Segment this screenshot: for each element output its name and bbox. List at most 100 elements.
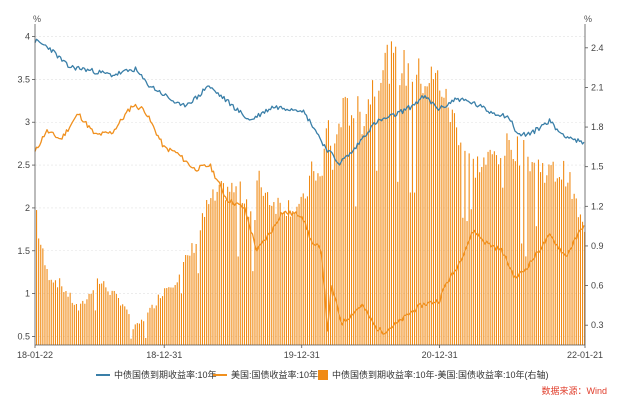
spread-bar-67 xyxy=(176,282,178,345)
spread-bar-105 xyxy=(256,180,258,345)
spread-bar-36 xyxy=(111,290,113,345)
spread-bar-229 xyxy=(516,136,518,345)
spread-bar-196 xyxy=(447,107,449,345)
spread-bar-147 xyxy=(344,96,346,345)
left-tick-label-2: 1.5 xyxy=(17,246,30,256)
spread-bar-53 xyxy=(147,312,149,345)
spread-bar-247 xyxy=(554,181,556,345)
spread-bar-211 xyxy=(479,172,481,345)
spread-bar-248 xyxy=(556,178,558,345)
spread-bar-194 xyxy=(443,97,445,346)
spread-bar-235 xyxy=(529,171,531,345)
spread-bar-230 xyxy=(519,165,521,345)
right-tick-label-0: 0.3 xyxy=(591,320,604,330)
right-tick-label-5: 1.8 xyxy=(591,122,604,132)
spread-bar-31 xyxy=(101,283,103,345)
spread-bar-113 xyxy=(273,202,275,345)
legend-swatch-us xyxy=(213,373,227,376)
spread-bar-205 xyxy=(466,221,468,345)
spread-bar-172 xyxy=(397,181,399,345)
legend: 中债国债到期收益率:10年 美国:国债收益率:10年 中债国债到期收益率:10年… xyxy=(0,368,623,382)
spread-bar-258 xyxy=(577,217,579,345)
spread-bar-173 xyxy=(399,85,401,345)
spread-bar-217 xyxy=(491,154,493,345)
spread-bar-242 xyxy=(544,182,546,345)
spread-bar-161 xyxy=(374,96,376,345)
spread-bar-19 xyxy=(75,304,77,345)
spread-bar-9 xyxy=(54,280,56,345)
spread-bar-140 xyxy=(330,145,332,345)
spread-bar-71 xyxy=(185,255,187,345)
spread-bar-252 xyxy=(565,186,567,345)
spread-bar-88 xyxy=(220,181,222,345)
spread-bar-253 xyxy=(567,182,569,345)
spread-bar-245 xyxy=(550,165,552,345)
spread-bar-202 xyxy=(460,142,462,345)
spread-bar-226 xyxy=(510,149,512,345)
spread-bar-34 xyxy=(107,291,109,345)
spread-bar-4 xyxy=(44,265,46,345)
spread-bar-8 xyxy=(52,282,54,345)
spread-bar-212 xyxy=(481,166,483,345)
spread-bar-124 xyxy=(296,206,298,345)
spread-bar-134 xyxy=(317,173,319,345)
spread-bar-91 xyxy=(227,186,229,345)
spread-bar-106 xyxy=(258,170,260,345)
spread-bar-244 xyxy=(548,164,550,345)
spread-bar-237 xyxy=(533,162,535,345)
spread-bar-24 xyxy=(86,299,88,345)
spread-bar-201 xyxy=(458,145,460,345)
spread-bar-20 xyxy=(78,310,80,345)
spread-bar-204 xyxy=(464,150,466,345)
spread-bar-144 xyxy=(338,123,340,346)
spread-bar-214 xyxy=(485,164,487,345)
spread-bar-60 xyxy=(162,296,164,345)
spread-bar-203 xyxy=(462,217,464,345)
spread-bar-64 xyxy=(170,287,172,345)
spread-bar-126 xyxy=(300,196,302,345)
spread-bar-1 xyxy=(38,238,40,345)
left-unit-label: % xyxy=(33,14,41,24)
legend-swatch-cn xyxy=(96,373,110,376)
spread-bar-92 xyxy=(229,191,231,345)
spread-bar-42 xyxy=(124,306,126,345)
spread-bar-162 xyxy=(376,170,378,345)
spread-bar-155 xyxy=(361,134,363,345)
spread-bar-189 xyxy=(432,79,434,346)
right-unit-label: % xyxy=(584,14,592,24)
spread-bar-152 xyxy=(355,206,357,345)
left-tick-label-1: 1 xyxy=(25,289,30,299)
spread-bar-110 xyxy=(267,192,269,345)
legend-item-spread: 中债国债到期收益率:10年-美国:国债收益率:10年(右轴) xyxy=(318,368,549,381)
spread-bar-158 xyxy=(367,99,369,345)
spread-bar-10 xyxy=(57,287,59,345)
spread-bar-254 xyxy=(569,172,571,345)
spread-bar-30 xyxy=(99,283,101,345)
spread-bar-109 xyxy=(264,192,266,345)
spread-bar-200 xyxy=(456,127,458,345)
spread-bar-207 xyxy=(470,209,472,345)
spread-bar-243 xyxy=(546,175,548,345)
spread-bar-182 xyxy=(418,58,420,345)
spread-bar-68 xyxy=(178,274,180,345)
spread-bar-228 xyxy=(514,161,516,345)
spread-bar-139 xyxy=(327,120,329,345)
spread-bar-240 xyxy=(540,172,542,345)
spread-bar-102 xyxy=(250,211,252,345)
spread-bar-104 xyxy=(254,220,256,345)
spread-bar-157 xyxy=(365,113,367,346)
spread-bar-156 xyxy=(363,126,365,345)
spread-bar-112 xyxy=(271,205,273,345)
spread-bar-180 xyxy=(414,192,416,345)
spread-bar-44 xyxy=(128,314,130,345)
spread-bar-148 xyxy=(346,98,348,345)
spread-bar-114 xyxy=(275,213,277,345)
spread-bar-21 xyxy=(80,303,82,345)
right-tick-label-6: 2.1 xyxy=(591,82,604,92)
spread-bar-185 xyxy=(424,86,426,346)
spread-bar-191 xyxy=(437,70,439,345)
spread-bar-236 xyxy=(531,162,533,345)
left-tick-label-0: 0.5 xyxy=(17,331,30,341)
spread-bar-175 xyxy=(403,50,405,345)
